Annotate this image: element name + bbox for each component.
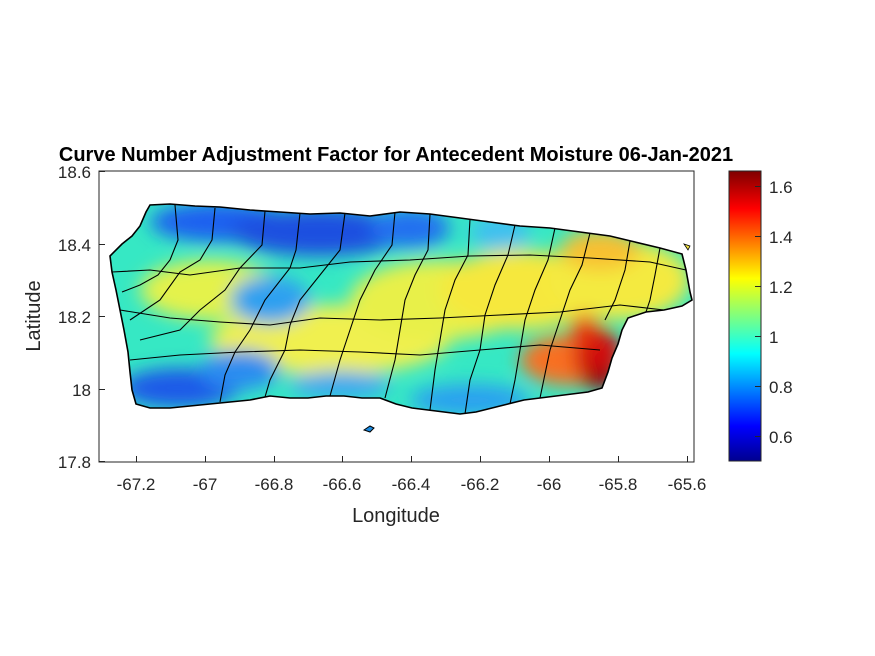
colorbar-tick-label: 1.4 [769,228,793,247]
colorbar-ticks [755,186,761,437]
x-tick-label: -67 [193,475,218,494]
y-tick-label: 18.2 [58,308,91,327]
x-tick-label: -66.6 [323,475,362,494]
colorbar-tick-label: 1 [769,328,778,347]
colorbar-tick-label: 0.6 [769,428,793,447]
y-axis [99,171,105,462]
colorbar-tick-label: 1.2 [769,278,793,297]
y-axis-label: Latitude [23,280,45,351]
chart-title: Curve Number Adjustment Factor for Antec… [59,144,733,166]
x-tick-label: -65.8 [599,475,638,494]
colorbar-tick-label: 1.6 [769,178,793,197]
offshore-island [683,243,691,251]
municipality-boundaries [109,203,693,415]
x-tick-label: -66 [537,475,562,494]
x-tick-label: -66.4 [392,475,431,494]
x-tick-label: -66.2 [461,475,500,494]
colorbar [728,170,762,462]
y-tick-label: 18.6 [58,163,91,182]
x-tick-label: -65.6 [668,475,707,494]
offshore-island [362,425,375,433]
y-tick-label: 18.4 [58,236,91,255]
y-tick-label: 18 [72,381,91,400]
x-tick-label: -67.2 [117,475,156,494]
x-axis-label: Longitude [352,505,440,527]
colorbar-tick-label: 0.8 [769,378,793,397]
y-tick-label: 17.8 [58,453,91,472]
x-tick-label: -66.8 [255,475,294,494]
x-axis [136,456,688,462]
